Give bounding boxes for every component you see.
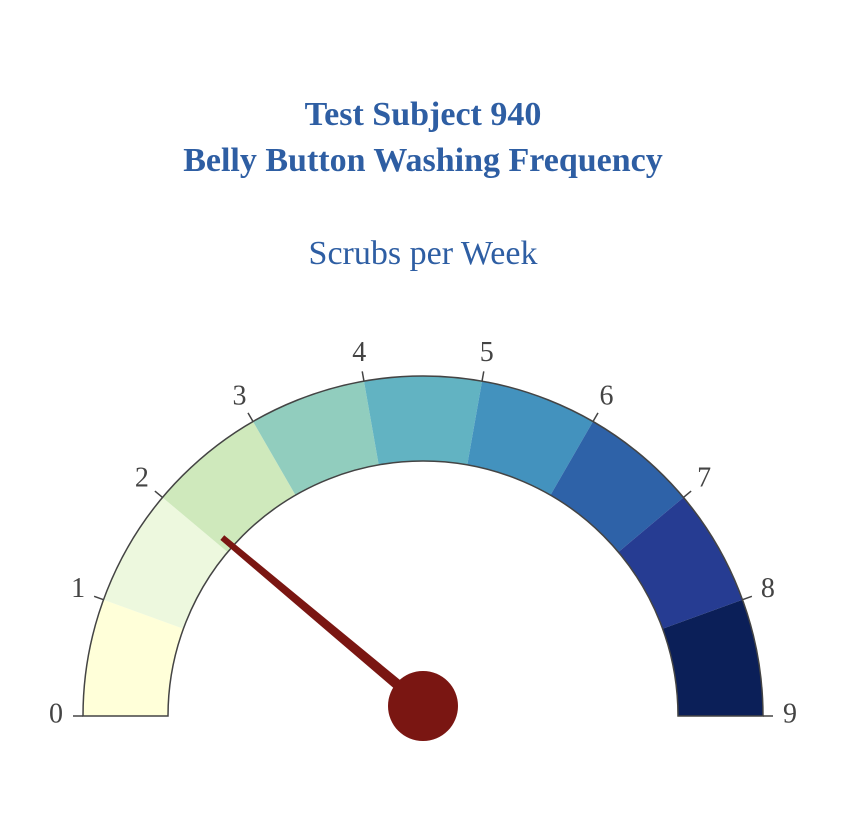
gauge-tick-label-9: 9 bbox=[783, 698, 797, 729]
gauge-ticks bbox=[73, 371, 773, 717]
gauge-tick-label-1: 1 bbox=[71, 573, 85, 604]
gauge-tick-2 bbox=[154, 490, 164, 499]
gauge-tick-8 bbox=[742, 595, 753, 601]
gauge-band-1 bbox=[103, 497, 228, 629]
gauge-tick-3 bbox=[247, 412, 254, 422]
gauge-band-4 bbox=[363, 376, 483, 465]
gauge-tick-1 bbox=[93, 595, 104, 601]
gauge-band-0 bbox=[83, 599, 184, 716]
gauge-tick-label-0: 0 bbox=[49, 698, 63, 729]
gauge-tick-label-6: 6 bbox=[600, 381, 614, 412]
chart-subtitle: Scrubs per Week bbox=[308, 235, 538, 272]
gauge-band-6 bbox=[550, 421, 684, 553]
gauge-tick-label-4: 4 bbox=[352, 337, 366, 368]
gauge-needle-group bbox=[220, 535, 458, 741]
gauge-tick-label-2: 2 bbox=[135, 463, 149, 494]
gauge-tick-4 bbox=[361, 371, 365, 382]
gauge-needle-hub bbox=[388, 671, 458, 741]
gauge-tick-labels: 0 1 2 3 4 5 6 7 8 9 bbox=[49, 337, 797, 729]
chart-title-line-1: Test Subject 940 bbox=[304, 96, 542, 133]
gauge-tick-label-5: 5 bbox=[480, 337, 494, 368]
gauge-band-7 bbox=[618, 497, 743, 629]
gauge-tick-label-3: 3 bbox=[233, 381, 247, 412]
gauge-band-3 bbox=[253, 381, 379, 496]
gauge-tick-5 bbox=[481, 371, 485, 382]
gauge-band-5 bbox=[467, 381, 593, 496]
gauge-needle bbox=[220, 535, 427, 711]
gauge-band-2 bbox=[162, 421, 296, 553]
gauge-bands bbox=[82, 375, 764, 717]
gauge-tick-label-7: 7 bbox=[697, 463, 711, 494]
gauge-outline bbox=[82, 375, 764, 717]
gauge-tick-6 bbox=[592, 412, 599, 422]
chart-title-line-2: Belly Button Washing Frequency bbox=[183, 142, 663, 179]
gauge-tick-7 bbox=[682, 490, 692, 499]
gauge-tick-label-8: 8 bbox=[761, 573, 775, 604]
gauge-band-8 bbox=[662, 599, 763, 716]
